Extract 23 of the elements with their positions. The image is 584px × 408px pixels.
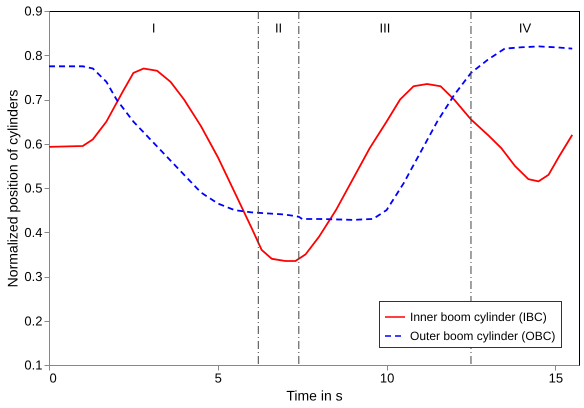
line-series — [48, 46, 574, 221]
x-tick-label: 5 — [214, 370, 222, 386]
x-tick-label: 0 — [50, 370, 57, 386]
y-tick-label: 0.1 — [24, 358, 42, 372]
annotation: I — [152, 20, 156, 36]
y-tick-label: 0.2 — [24, 313, 42, 328]
x-tick-label: 10 — [380, 370, 394, 386]
y-tick-label: 0.5 — [24, 180, 42, 196]
line-series — [48, 68, 574, 262]
annotation: III — [379, 20, 390, 36]
annotation: IV — [518, 20, 532, 36]
y-axis-title: Normalized position of cylinders — [4, 90, 20, 288]
y-tick-label: 0.4 — [24, 224, 42, 240]
y-tick-label: 0.7 — [24, 92, 42, 107]
annotation: II — [274, 20, 282, 36]
y-tick-label: 0.3 — [24, 269, 42, 284]
y-tick-label: 0.8 — [24, 48, 42, 63]
legend-label: Inner boom cylinder (IBC) — [410, 310, 547, 324]
y-tick-label: 0.9 — [24, 4, 42, 18]
y-tick-label: 0.6 — [24, 136, 42, 152]
x-tick-label: 15 — [548, 370, 564, 386]
x-axis-title: Time in s — [286, 388, 343, 404]
legend-label: Outer boom cylinder (OBC) — [410, 329, 556, 343]
